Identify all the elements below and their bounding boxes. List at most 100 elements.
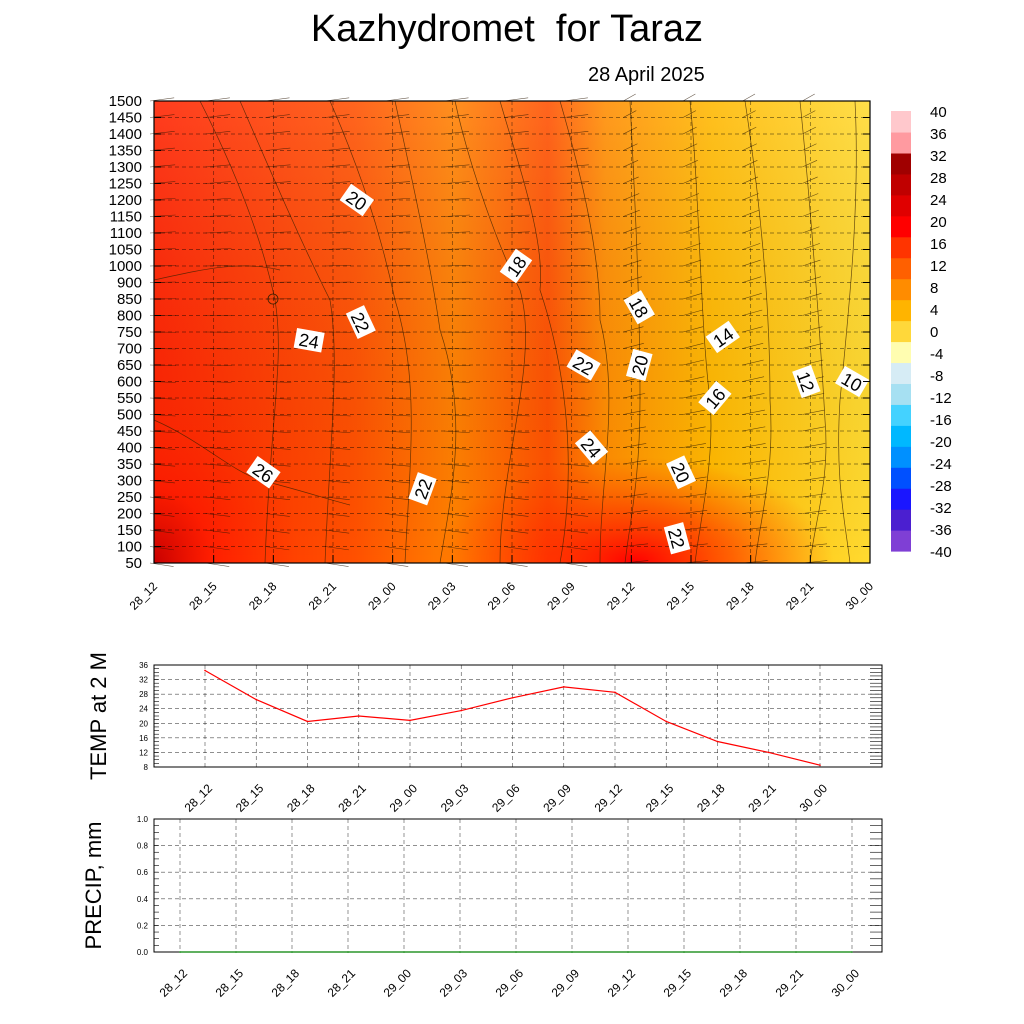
series-point bbox=[716, 740, 719, 743]
wind-barb bbox=[742, 93, 756, 102]
wind-barb bbox=[563, 496, 589, 500]
isotherm-line bbox=[329, 100, 412, 564]
colorbar-segment bbox=[891, 173, 911, 196]
wind-barb bbox=[682, 409, 706, 415]
contour-label-bg bbox=[705, 320, 741, 354]
panel-y-tick-label: 8 bbox=[144, 763, 149, 772]
panel-x-tick-label: 29_06 bbox=[489, 781, 523, 815]
panel-frame bbox=[153, 664, 883, 768]
y-tick-label: 1000 bbox=[109, 258, 142, 275]
series-point bbox=[665, 720, 668, 723]
colorbar: 4036322824201612840-4-8-12-16-20-24-28-3… bbox=[891, 104, 952, 561]
panel-x-tick-label: 28_15 bbox=[233, 781, 267, 815]
wind-barb bbox=[742, 326, 763, 333]
isotherm-line bbox=[689, 100, 712, 564]
wind-barb bbox=[444, 114, 469, 118]
panel-x-tick-label: 28_12 bbox=[157, 966, 191, 1000]
contour-label-bg bbox=[792, 364, 821, 399]
panel-y-tick-label: 20 bbox=[139, 719, 148, 728]
wind-barb bbox=[623, 526, 648, 531]
wind-barb bbox=[503, 281, 530, 283]
y-tick-label: 900 bbox=[117, 275, 142, 292]
colorbar-label: -12 bbox=[930, 390, 952, 407]
y-tick-label: 1250 bbox=[109, 176, 142, 193]
series-point bbox=[614, 691, 616, 694]
wind-barb bbox=[623, 510, 648, 514]
wind-barb bbox=[742, 526, 768, 531]
colorbar-segment bbox=[891, 362, 911, 384]
panel-x-tick-label: 29_06 bbox=[493, 966, 527, 1000]
y-tick-label: 750 bbox=[117, 324, 142, 341]
contour-label: 22 bbox=[345, 305, 376, 340]
wind-barb bbox=[324, 480, 350, 484]
wind-barb bbox=[324, 513, 350, 517]
wind-barb bbox=[205, 164, 231, 168]
colorbar-label: 16 bbox=[930, 236, 947, 253]
wind-barb bbox=[742, 459, 766, 465]
y-tick-label: 650 bbox=[117, 357, 142, 374]
panel-x-tick-label: 30_00 bbox=[829, 966, 863, 1000]
colorbar-label: -28 bbox=[930, 478, 952, 495]
colorbar-segment bbox=[891, 488, 911, 510]
x-tick-label: 29_03 bbox=[425, 579, 459, 613]
wind-barb bbox=[444, 529, 469, 534]
wind-barb bbox=[742, 160, 758, 168]
panel-x-tick-label: 28_18 bbox=[284, 781, 318, 815]
wind-barb bbox=[503, 364, 530, 367]
panel-x-tick-label: 29_00 bbox=[381, 966, 415, 1000]
wind-barb bbox=[205, 197, 232, 201]
contour-label-bg bbox=[345, 305, 376, 340]
wind-barb bbox=[682, 276, 702, 283]
colorbar-label: -4 bbox=[930, 346, 943, 363]
chart-title: Kazhydromet for Taraz bbox=[310, 8, 704, 50]
wind-barb bbox=[742, 393, 765, 399]
wind-barb bbox=[324, 496, 350, 500]
y-tick-label: 1050 bbox=[109, 242, 142, 259]
isotherm-line bbox=[239, 100, 335, 564]
colorbar-segment bbox=[891, 131, 911, 154]
colorbar-segment bbox=[891, 383, 911, 405]
wind-barb bbox=[444, 546, 469, 551]
series-point bbox=[819, 764, 821, 766]
y-tick-label: 50 bbox=[125, 555, 142, 572]
wind-barb bbox=[503, 529, 529, 534]
wind-barb bbox=[503, 214, 530, 217]
panel-y-tick-label: 28 bbox=[139, 690, 148, 699]
contour-label-bg bbox=[408, 472, 437, 506]
panel-x-tick-label: 28_15 bbox=[213, 966, 247, 1000]
wind-barb bbox=[742, 276, 762, 283]
panel-y-tick-label: 24 bbox=[139, 705, 148, 714]
panel-frame bbox=[153, 818, 883, 953]
series-point bbox=[562, 686, 565, 688]
wind-barb bbox=[563, 480, 589, 484]
isotherm-line bbox=[394, 100, 457, 564]
contour-label-bg bbox=[574, 430, 609, 465]
wind-barb bbox=[503, 231, 530, 234]
wind-barb bbox=[503, 546, 528, 551]
contour-label-bg bbox=[663, 522, 691, 555]
wind-barb bbox=[324, 114, 350, 118]
wind-barb bbox=[623, 493, 648, 498]
wind-barb bbox=[265, 513, 290, 517]
wind-barb bbox=[384, 513, 410, 517]
wind-barb bbox=[623, 326, 644, 333]
wind-barb bbox=[384, 131, 410, 135]
wind-barb bbox=[444, 131, 470, 135]
y-tick-label: 100 bbox=[117, 539, 142, 556]
wind-barb bbox=[205, 131, 231, 135]
contour-label-bg bbox=[666, 455, 697, 490]
panel-y-tick-label: 0.0 bbox=[137, 948, 149, 957]
wind-barb bbox=[384, 164, 410, 168]
wind-barb bbox=[742, 510, 767, 514]
colorbar-label: 0 bbox=[930, 324, 938, 341]
wind-barb bbox=[503, 164, 530, 168]
colorbar-segment bbox=[891, 152, 911, 175]
y-tick-label: 200 bbox=[117, 506, 142, 523]
colorbar-label: 40 bbox=[930, 104, 947, 121]
series-point bbox=[851, 951, 853, 953]
wind-barb bbox=[742, 110, 756, 118]
wind-barb bbox=[205, 447, 231, 450]
wind-barb bbox=[503, 248, 530, 250]
wind-barb bbox=[205, 430, 232, 434]
colorbar-segment bbox=[891, 341, 911, 364]
